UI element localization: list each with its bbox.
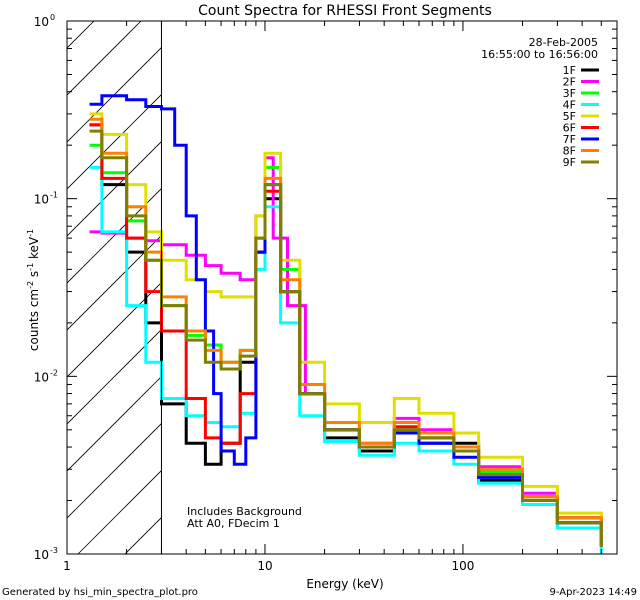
hatch-line: [67, 21, 95, 49]
series-line-8F: [89, 117, 603, 547]
chart-title: Count Spectra for RHESSI Front Segments: [198, 3, 492, 19]
y-tick-label: 10: [34, 548, 49, 562]
background-annotation: Includes Background: [187, 505, 302, 518]
hatch-line: [67, 422, 162, 519]
hatched-region: [0, 0, 640, 554]
date-annotation: 28-Feb-2005: [529, 36, 598, 49]
legend-label-9F: 9F: [563, 156, 576, 169]
x-tick-label: 10: [257, 559, 272, 573]
svg-text:counts cm-2 s-1 keV-1: counts cm-2 s-1 keV-1: [26, 229, 41, 351]
time-range-annotation: 16:55:00 to 16:56:00: [481, 48, 598, 61]
hatch-line: [0, 0, 114, 554]
legend-label-5F: 5F: [563, 110, 576, 123]
hatch-line: [219, 0, 640, 554]
hatch-line: [67, 328, 162, 425]
hatch-line: [313, 0, 640, 554]
legend-label-3F: 3F: [563, 87, 576, 100]
plot-frame: [66, 20, 618, 555]
hatch-line: [67, 187, 162, 284]
legend-label-7F: 7F: [563, 133, 576, 146]
y-tick-exponent: -2: [50, 368, 58, 377]
y-tick-label: 10: [34, 370, 49, 384]
y-tick-exponent: -3: [50, 546, 58, 555]
footer-generator: Generated by hsi_min_spectra_plot.pro: [2, 587, 198, 598]
y-tick-label: 10: [34, 193, 49, 207]
y-tick-exponent: 0: [50, 13, 55, 22]
attenuator-annotation: Att A0, FDecim 1: [187, 517, 280, 530]
series-line-1F: [89, 123, 603, 547]
footer-timestamp: 9-Apr-2023 14:49: [550, 587, 637, 598]
x-axis-label: Energy (keV): [306, 577, 383, 591]
legend-label-2F: 2F: [563, 76, 576, 89]
hatch-line: [67, 46, 162, 143]
y-tick-label: 10: [34, 15, 49, 29]
series-line-7F: [89, 94, 603, 547]
y-tick-exponent: -1: [50, 191, 58, 200]
y-axis-label: counts cm-2 s-1 keV-1: [26, 229, 41, 351]
series-line-2F: [89, 156, 603, 540]
series-line-9F: [89, 129, 603, 547]
hatch-line: [67, 234, 162, 331]
hatch-line: [67, 140, 162, 237]
hatch-line: [67, 375, 162, 472]
x-tick-label: 100: [451, 559, 474, 573]
x-tick-label: 1: [63, 559, 71, 573]
hatch-line: [67, 21, 142, 96]
series-layer: [89, 94, 603, 554]
series-line-5F: [89, 112, 603, 540]
series-line-6F: [89, 123, 603, 547]
hatch-line: [266, 0, 640, 554]
legend-label-8F: 8F: [563, 145, 576, 158]
legend-label-4F: 4F: [563, 99, 576, 112]
legend-label-1F: 1F: [563, 64, 576, 77]
legend-label-6F: 6F: [563, 122, 576, 135]
